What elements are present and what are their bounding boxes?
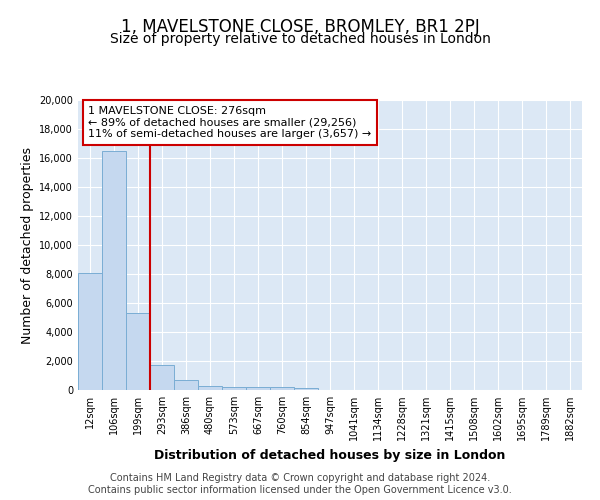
- Bar: [198, 386, 222, 390]
- Bar: [246, 387, 270, 390]
- Text: 1, MAVELSTONE CLOSE, BROMLEY, BR1 2PJ: 1, MAVELSTONE CLOSE, BROMLEY, BR1 2PJ: [121, 18, 479, 36]
- Bar: [270, 387, 294, 390]
- Bar: [78, 272, 102, 390]
- Text: 1 MAVELSTONE CLOSE: 276sqm
← 89% of detached houses are smaller (29,256)
11% of : 1 MAVELSTONE CLOSE: 276sqm ← 89% of deta…: [88, 106, 371, 139]
- Y-axis label: Number of detached properties: Number of detached properties: [21, 146, 34, 344]
- Bar: [102, 151, 126, 390]
- Bar: [222, 386, 246, 390]
- Bar: [294, 388, 318, 390]
- Bar: [150, 364, 174, 390]
- Bar: [174, 380, 198, 390]
- X-axis label: Distribution of detached houses by size in London: Distribution of detached houses by size …: [154, 448, 506, 462]
- Bar: [126, 313, 150, 390]
- Text: Size of property relative to detached houses in London: Size of property relative to detached ho…: [110, 32, 490, 46]
- Text: Contains HM Land Registry data © Crown copyright and database right 2024.
Contai: Contains HM Land Registry data © Crown c…: [88, 474, 512, 495]
